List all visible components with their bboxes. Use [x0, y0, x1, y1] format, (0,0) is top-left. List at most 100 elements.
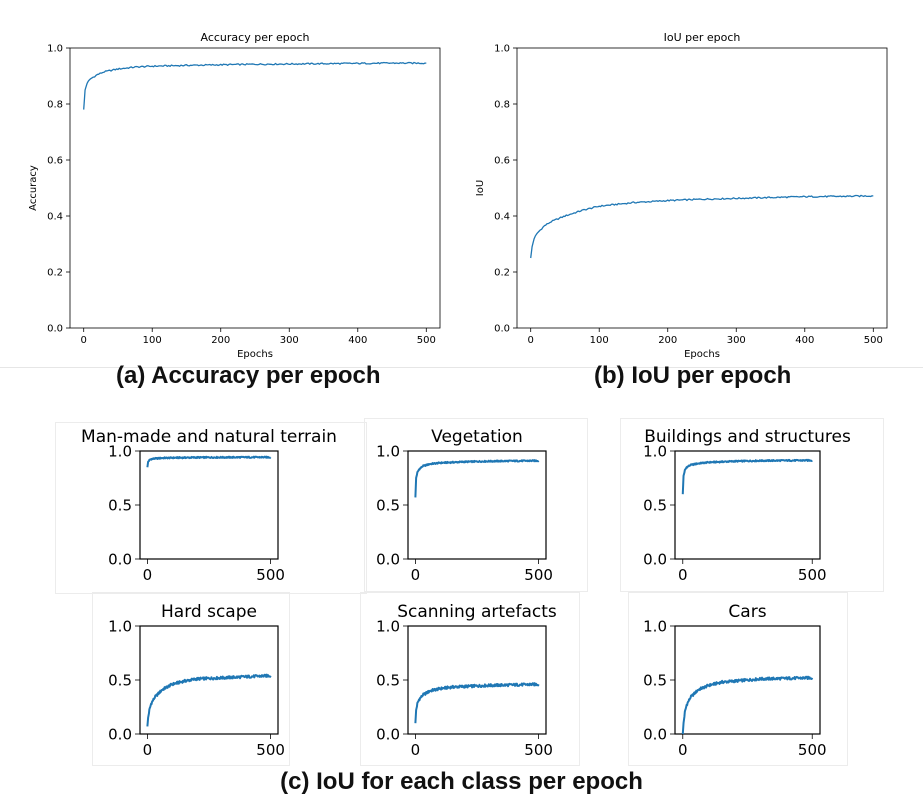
chart-title: Hard scape: [161, 602, 257, 622]
y-tick-label: 0.5: [108, 671, 132, 689]
x-tick-label: 0: [528, 335, 534, 346]
y-tick-label: 0.5: [643, 496, 667, 514]
x-tick-label: 500: [798, 566, 827, 584]
y-axis-label: Accuracy: [28, 165, 39, 211]
y-tick-label: 0.5: [108, 496, 132, 514]
x-axis-label: Epochs: [237, 349, 273, 360]
x-tick-label: 0: [143, 741, 153, 759]
panel-frame: [55, 422, 367, 594]
y-tick-label: 0.0: [108, 725, 132, 743]
y-tick-label: 1.0: [643, 617, 667, 635]
section-divider: [0, 367, 923, 368]
x-tick-label: 300: [280, 335, 299, 346]
series-line: [146, 673, 272, 727]
x-tick-label: 0: [143, 566, 153, 584]
x-tick-label: 200: [211, 335, 230, 346]
panel-frame: [628, 592, 848, 766]
panel-frame: [92, 592, 290, 766]
x-tick-label: 100: [143, 335, 162, 346]
y-tick-label: 0.0: [643, 725, 667, 743]
y-tick-label: 0.0: [494, 324, 510, 335]
y-tick-label: 1.0: [376, 617, 400, 635]
x-tick-label: 500: [417, 335, 436, 346]
y-tick-label: 1.0: [108, 442, 132, 460]
chart-title: IoU per epoch: [664, 31, 741, 44]
y-tick-label: 0.0: [643, 550, 667, 568]
y-tick-label: 0.2: [494, 268, 510, 279]
x-tick-label: 100: [590, 335, 609, 346]
plot-frame: [674, 450, 821, 560]
y-tick-label: 0.5: [376, 671, 400, 689]
x-tick-label: 500: [798, 741, 827, 759]
x-tick-label: 200: [658, 335, 677, 346]
caption-iou: (b) IoU per epoch: [594, 362, 792, 389]
plot-frame: [516, 47, 888, 329]
chart-title: Buildings and structures: [644, 427, 851, 447]
series-line: [681, 458, 813, 495]
y-tick-label: 1.0: [376, 442, 400, 460]
chart-scanning: Scanning artefacts 0.0 0.5 1.0 0 500: [376, 602, 557, 759]
y-tick-label: 0.4: [494, 212, 510, 223]
y-tick-label: 0.5: [376, 496, 400, 514]
x-tick-label: 500: [524, 566, 553, 584]
plot-frame: [407, 450, 547, 560]
y-tick-label: 1.0: [47, 44, 63, 55]
x-tick-label: 400: [348, 335, 367, 346]
series-line: [414, 682, 540, 724]
series-line: [530, 194, 874, 259]
y-tick-label: 0.0: [376, 725, 400, 743]
chart-hardscape: Hard scape 0.0 0.5 1.0 0 500: [108, 602, 285, 759]
x-tick-label: 500: [256, 741, 285, 759]
y-tick-label: 1.0: [643, 442, 667, 460]
chart-title: Vegetation: [431, 427, 523, 447]
panel-frame: [620, 418, 884, 592]
plot-frame: [139, 625, 279, 735]
y-tick-label: 0.4: [47, 212, 63, 223]
series-line: [414, 459, 540, 498]
y-tick-label: 0.0: [376, 550, 400, 568]
x-tick-label: 0: [81, 335, 87, 346]
series-line: [681, 675, 814, 735]
y-tick-label: 0.5: [643, 671, 667, 689]
chart-cars: Cars 0.0 0.5 1.0 0 500: [643, 602, 826, 759]
chart-title: Man-made and natural terrain: [81, 427, 337, 447]
x-tick-label: 0: [678, 741, 688, 759]
panel-frame: [364, 418, 588, 592]
plot-frame: [139, 450, 279, 560]
x-tick-label: 0: [411, 741, 421, 759]
chart-title: Scanning artefacts: [397, 602, 557, 622]
chart-buildings: Buildings and structures 0.0 0.5 1.0 0 500: [643, 427, 851, 584]
y-tick-label: 0.2: [47, 268, 63, 279]
y-axis-label: IoU: [475, 180, 486, 196]
x-tick-label: 400: [795, 335, 814, 346]
x-tick-label: 500: [524, 741, 553, 759]
caption-accuracy: (a) Accuracy per epoch: [116, 362, 381, 389]
chart-title: Accuracy per epoch: [201, 31, 310, 44]
y-tick-label: 0.8: [47, 100, 63, 111]
x-tick-label: 300: [727, 335, 746, 346]
series-line: [146, 455, 272, 468]
chart-accuracy: Accuracy per epoch 0.0 0.2 0.4 0.6 0.8 1.0 0 100…: [28, 31, 441, 360]
x-tick-label: 0: [678, 566, 688, 584]
y-tick-label: 0.8: [494, 100, 510, 111]
y-tick-label: 0.0: [108, 550, 132, 568]
x-tick-label: 0: [411, 566, 421, 584]
chart-vegetation: Vegetation 0.0 0.5 1.0 0 500: [376, 427, 553, 584]
chart-iou: IoU per epoch 0.0 0.2 0.4 0.6 0.8 1.0 0 100 200 30…: [475, 31, 888, 360]
y-tick-label: 0.6: [47, 156, 63, 167]
panel-frame: [360, 592, 580, 766]
chart-title: Cars: [728, 602, 766, 622]
series-line: [83, 61, 427, 110]
plot-frame: [69, 47, 441, 329]
x-tick-label: 500: [864, 335, 883, 346]
y-tick-label: 1.0: [108, 617, 132, 635]
caption-class-iou: (c) IoU for each class per epoch: [280, 768, 643, 795]
x-axis-label: Epochs: [684, 349, 720, 360]
plot-frame: [407, 625, 547, 735]
y-tick-label: 0.6: [494, 156, 510, 167]
y-tick-label: 1.0: [494, 44, 510, 55]
y-tick-label: 0.0: [47, 324, 63, 335]
x-tick-label: 500: [256, 566, 285, 584]
chart-terrain: Man-made and natural terrain 0.0 0.5 1.0 0 50…: [81, 427, 337, 584]
